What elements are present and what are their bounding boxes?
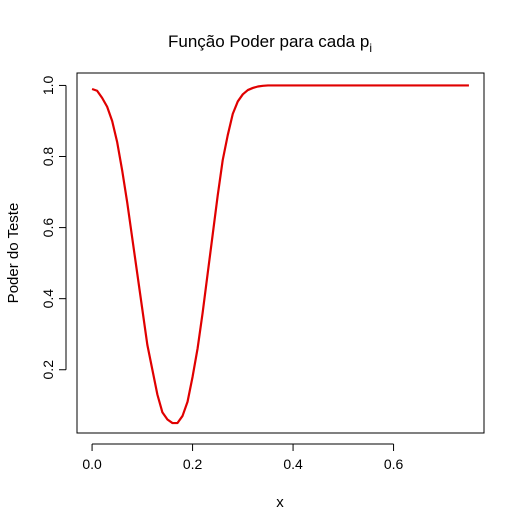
y-tick-label: 0.6	[40, 218, 56, 238]
x-tick-label: 0.2	[183, 456, 203, 472]
y-tick-label: 0.8	[40, 147, 56, 167]
power-curve-line	[91, 84, 469, 425]
y-axis: 0.2 0.4 0.6 0.8 1.0	[40, 75, 67, 380]
x-tick-label: 0.0	[82, 456, 102, 472]
y-axis-label: Poder do Teste	[5, 203, 22, 304]
y-tick-label: 0.2	[40, 360, 56, 380]
chart-title: Função Poder para cada pi	[168, 32, 372, 55]
plot-frame	[76, 72, 485, 434]
x-tick-label: 0.4	[283, 456, 303, 472]
y-tick-label: 1.0	[40, 75, 56, 95]
y-tick-label: 0.4	[40, 289, 56, 309]
x-axis: 0.0 0.2 0.4 0.6	[82, 443, 404, 472]
x-axis-label: x	[276, 494, 284, 511]
x-tick-label: 0.6	[384, 456, 404, 472]
